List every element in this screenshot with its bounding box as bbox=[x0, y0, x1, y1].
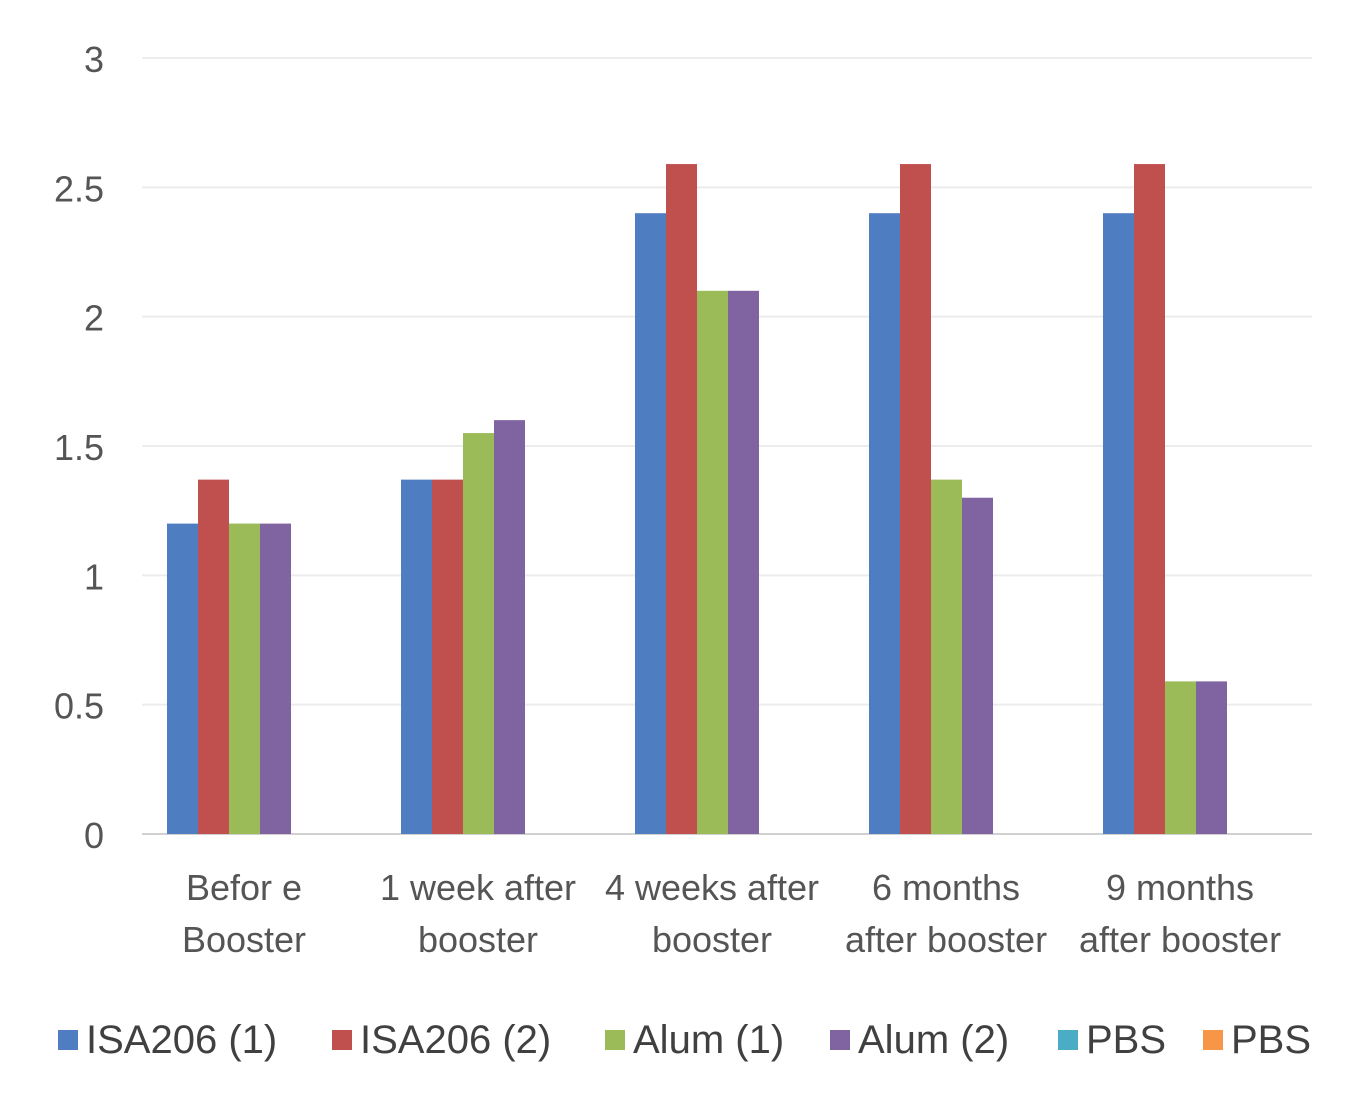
bar bbox=[198, 479, 229, 834]
bar bbox=[635, 213, 666, 834]
y-tick-label: 3 bbox=[84, 39, 104, 80]
legend-swatch bbox=[1203, 1030, 1223, 1050]
bar bbox=[401, 479, 432, 834]
x-tick-label: 4 weeks after bbox=[605, 867, 819, 908]
bar bbox=[728, 290, 759, 834]
bar bbox=[494, 420, 525, 834]
legend-item: ISA206 (2) bbox=[332, 1012, 551, 1068]
legend-swatch bbox=[605, 1030, 625, 1050]
x-tick-label: Booster bbox=[182, 919, 306, 960]
bar bbox=[900, 164, 931, 834]
y-tick-label: 2.5 bbox=[54, 168, 104, 209]
bar bbox=[697, 290, 728, 834]
x-tick-label: after booster bbox=[845, 919, 1047, 960]
legend-item: PBS bbox=[1203, 1012, 1311, 1068]
bar bbox=[1134, 164, 1165, 834]
legend-label: PBS bbox=[1086, 1017, 1167, 1062]
bar bbox=[260, 523, 291, 834]
bar bbox=[1103, 213, 1134, 834]
legend-label: PBS bbox=[1231, 1017, 1312, 1062]
legend-label: ISA206 (1) bbox=[86, 1017, 278, 1062]
x-tick-label: 9 months bbox=[1106, 867, 1254, 908]
x-tick-label: after booster bbox=[1079, 919, 1281, 960]
legend-item: ISA206 (1) bbox=[58, 1012, 277, 1068]
legend-swatch bbox=[1058, 1030, 1078, 1050]
x-tick-label: booster bbox=[652, 919, 772, 960]
legend-swatch bbox=[332, 1030, 352, 1050]
legend: ISA206 (1) ISA206 (2) Alum (1) Alum (2) PBS P… bbox=[0, 1012, 1370, 1068]
bars bbox=[167, 164, 1227, 834]
x-tick-label: 1 week after bbox=[380, 867, 576, 908]
legend-item: PBS bbox=[1058, 1012, 1166, 1068]
bar bbox=[167, 523, 198, 834]
bar bbox=[1165, 681, 1196, 834]
legend-label: ISA206 (2) bbox=[360, 1017, 552, 1062]
bar bbox=[666, 164, 697, 834]
legend-item: Alum (2) bbox=[830, 1012, 1009, 1068]
bar bbox=[463, 433, 494, 834]
bar bbox=[229, 523, 260, 834]
legend-item: Alum (1) bbox=[605, 1012, 784, 1068]
legend-swatch bbox=[830, 1030, 850, 1050]
bar bbox=[962, 497, 993, 834]
bar bbox=[869, 213, 900, 834]
x-tick-label: Befor e bbox=[186, 867, 302, 908]
bar bbox=[931, 479, 962, 834]
bar bbox=[1196, 681, 1227, 834]
legend-label: Alum (2) bbox=[858, 1017, 1010, 1062]
y-tick-label: 1 bbox=[84, 556, 104, 597]
legend-swatch bbox=[58, 1030, 78, 1050]
legend-label: Alum (1) bbox=[633, 1017, 785, 1062]
y-tick-label: 2 bbox=[84, 298, 104, 339]
bar bbox=[432, 479, 463, 834]
x-tick-label: booster bbox=[418, 919, 538, 960]
y-tick-label: 0 bbox=[84, 815, 104, 856]
y-tick-label: 1.5 bbox=[54, 427, 104, 468]
x-tick-label: 6 months bbox=[872, 867, 1020, 908]
y-tick-label: 0.5 bbox=[54, 686, 104, 727]
labels: 0 0.5 1 1.5 2 2.5 3 Befor e Booster 1 week after b… bbox=[54, 39, 1281, 960]
